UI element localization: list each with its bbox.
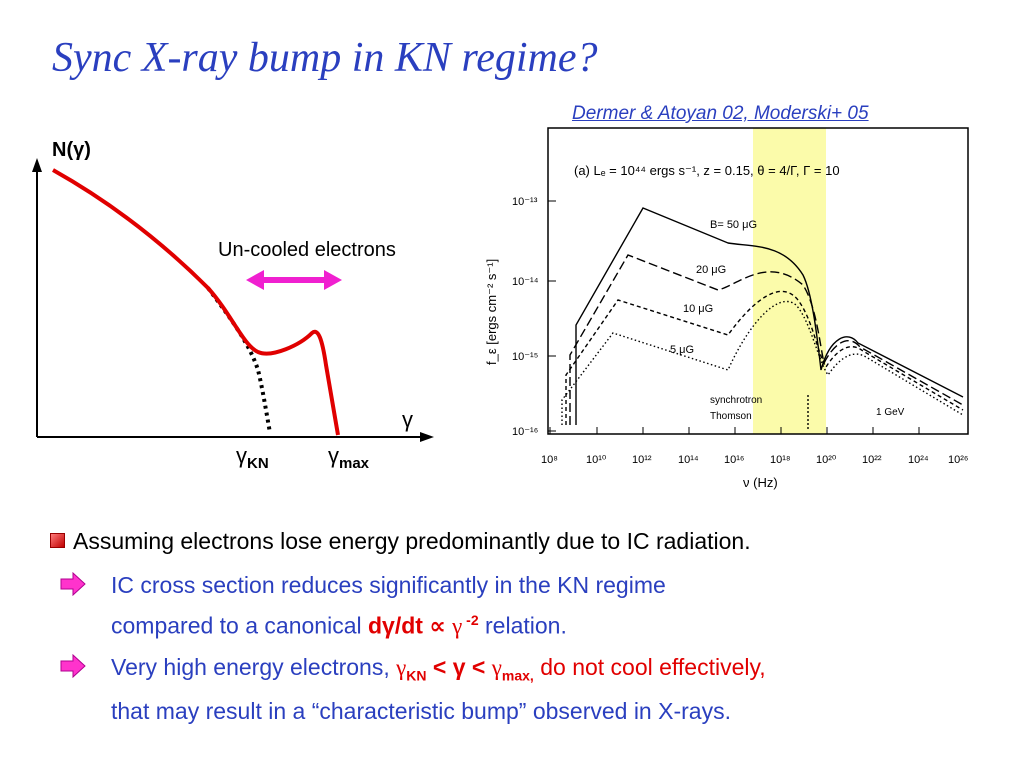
x-tick: 10¹² <box>632 454 652 466</box>
curve-label-10uG: 10 μG <box>683 303 713 315</box>
electron-distribution-curve <box>52 168 340 436</box>
main-bullet: Assuming electrons lose energy predomina… <box>50 528 751 555</box>
arrow-bullet-icon <box>60 572 86 596</box>
curve-label-20uG: 20 μG <box>696 264 726 276</box>
y-tick: 10⁻¹⁵ <box>512 351 538 363</box>
thomson-label: Thomson <box>710 411 752 422</box>
sed-curve-20uG <box>569 254 964 425</box>
synchrotron-label: synchrotron <box>710 395 762 406</box>
curve-label-5uG: 5 μG <box>670 344 694 356</box>
x-tick: 10⁸ <box>541 454 558 466</box>
x-tick: 10²⁴ <box>908 454 929 466</box>
sed-curve-5uG <box>561 300 964 425</box>
xray-highlight-band <box>753 128 826 434</box>
x-tick: 10¹⁰ <box>586 454 607 466</box>
arrow-bullet-icon <box>60 654 86 678</box>
slide-title: Sync X-ray bump in KN regime? <box>52 35 598 81</box>
curve-label-50uG: B= 50 μG <box>710 219 757 231</box>
citation-link[interactable]: Dermer & Atoyan 02, Moderski+ 05 <box>572 103 869 124</box>
y-tick: 10⁻¹⁴ <box>512 276 539 288</box>
params-label: (a) Lₑ = 10⁴⁴ ergs s⁻¹, z = 0.15, θ = 4/… <box>574 163 840 178</box>
sub-bullet-2: Very high energy electrons, γKN < γ < γm… <box>60 650 766 729</box>
x-tick: 10¹⁸ <box>770 454 791 466</box>
x-tick: 10¹⁶ <box>724 454 744 466</box>
x-tick: 10²² <box>862 454 882 466</box>
x-tick: 10¹⁴ <box>678 454 699 466</box>
x-axis-label: ν (Hz) <box>743 475 778 490</box>
bullet-square-icon <box>50 533 65 548</box>
y-axis-label: N(γ) <box>52 139 91 161</box>
gamma-kn-label: γKN <box>236 443 269 472</box>
x-tick: 10²⁶ <box>948 454 968 466</box>
electron-distribution-plot: N(γ) γ Un-cooled electrons γKN γmax <box>32 139 434 472</box>
y-tick: 10⁻¹³ <box>512 196 538 208</box>
sub-bullet-1: IC cross section reduces significantly i… <box>60 568 666 644</box>
x-axis-label: γ <box>402 407 413 432</box>
gev-label: 1 GeV <box>876 407 905 418</box>
uncooled-range-arrow <box>246 270 342 290</box>
uncooled-annotation: Un-cooled electrons <box>218 239 396 261</box>
y-axis-label: f_ε [ergs cm⁻² s⁻¹] <box>484 259 499 365</box>
sed-figure: 10⁻¹³ 10⁻¹⁴ 10⁻¹⁵ 10⁻¹⁶ 10⁸ 10¹⁰ 10¹² 10… <box>484 127 969 490</box>
sed-curve-10uG <box>565 290 964 425</box>
y-tick: 10⁻¹⁶ <box>512 426 538 438</box>
cooled-extrapolation-curve <box>206 286 272 434</box>
gamma-max-label: γmax <box>328 443 370 472</box>
x-tick: 10²⁰ <box>816 454 837 466</box>
